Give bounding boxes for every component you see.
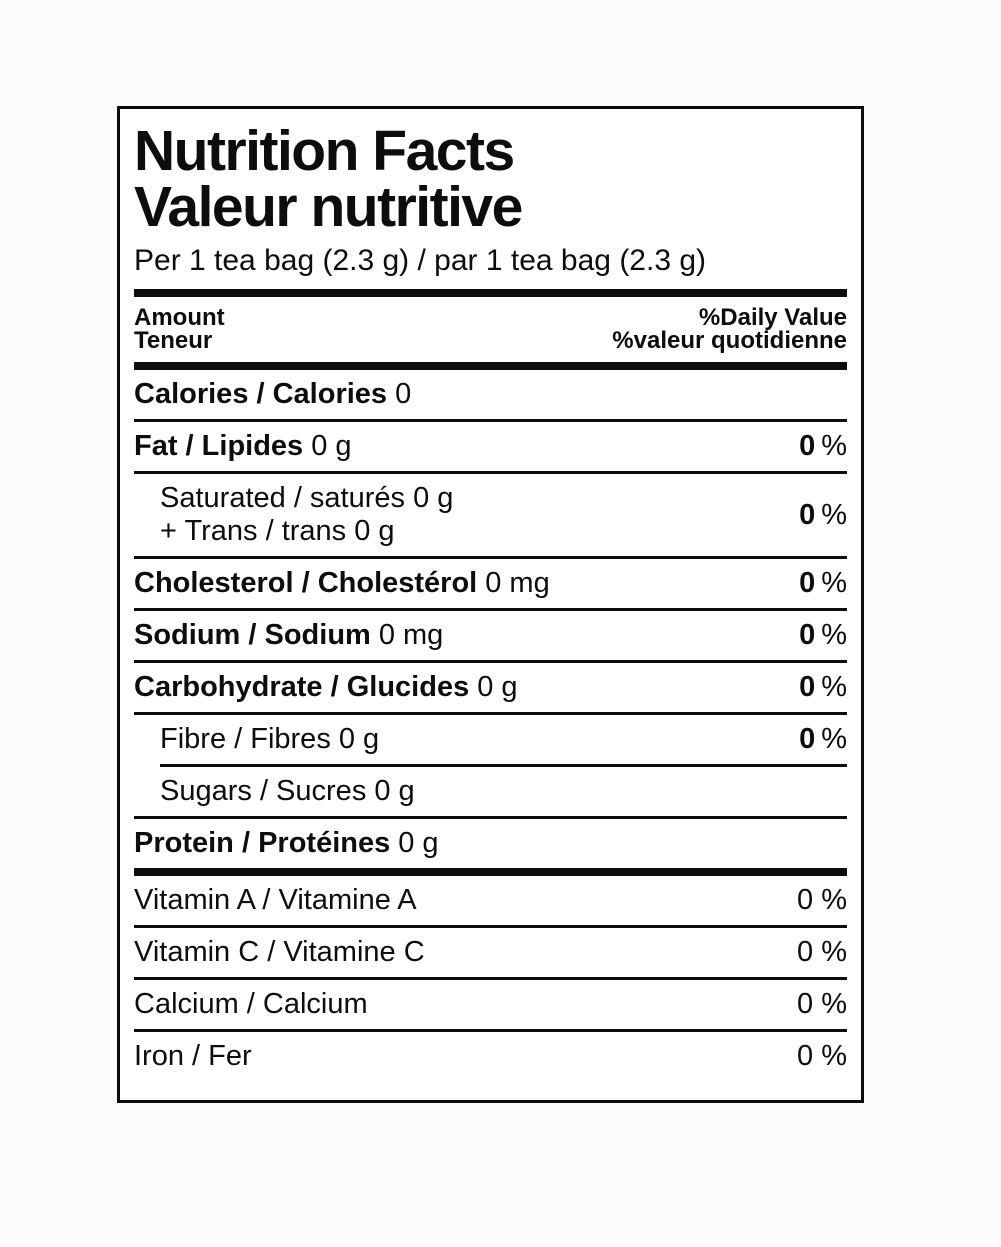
daily-value: 0%: [799, 671, 847, 703]
row-iron: Iron / Fer 0 %: [134, 1032, 847, 1093]
nutrient-name: Fibre / Fibres 0 g: [160, 723, 380, 755]
daily-value: 0%: [799, 723, 847, 755]
nutrient-name: Saturated / saturés 0 g + Trans / trans …: [134, 482, 453, 548]
amount-label-fr: Teneur: [134, 327, 213, 354]
row-calcium: Calcium / Calcium 0 %: [134, 980, 847, 1032]
row-cholesterol: Cholesterol / Cholestérol 0 mg 0%: [134, 559, 847, 611]
row-carbohydrate: Carbohydrate / Glucides 0 g 0%: [134, 663, 847, 715]
row-protein: Protein / Protéines 0 g: [134, 819, 847, 876]
amount-label-en: Amount: [134, 304, 225, 331]
daily-value: 0 %: [797, 936, 847, 968]
row-fibre: Fibre / Fibres 0 g 0%: [160, 715, 847, 767]
trans-line: + Trans / trans 0 g: [160, 515, 395, 547]
serving-size: Per 1 tea bag (2.3 g) / par 1 tea bag (2…: [134, 244, 707, 277]
label-title-en: Nutrition Facts: [134, 119, 515, 183]
row-fat: Fat / Lipides 0 g 0%: [134, 422, 847, 474]
daily-value: 0 %: [797, 1040, 847, 1072]
nutrient-name: Calories / Calories 0: [134, 378, 412, 410]
amount-dv-header: Amount Teneur %Daily Value %valeur quoti…: [134, 297, 847, 362]
nutrient-name: Sugars / Sucres 0 g: [160, 775, 415, 807]
thick-divider-top: [134, 289, 847, 297]
row-vitamin-a: Vitamin A / Vitamine A 0 %: [134, 876, 847, 928]
nutrition-facts-label: Nutrition Facts Valeur nutritive Per 1 t…: [117, 106, 864, 1103]
daily-value-label-en: %Daily Value: [698, 304, 847, 331]
nutrient-name: Protein / Protéines 0 g: [134, 827, 439, 859]
row-calories: Calories / Calories 0: [134, 370, 847, 422]
nutrient-name: Fat / Lipides 0 g: [134, 430, 352, 462]
nutrient-name: Calcium / Calcium: [134, 988, 368, 1020]
daily-value-label-fr: %valeur quotidienne: [612, 327, 847, 354]
daily-value: 0 %: [797, 884, 847, 916]
row-sodium: Sodium / Sodium 0 mg 0%: [134, 611, 847, 663]
row-sugars: Sugars / Sucres 0 g: [134, 767, 847, 819]
daily-value: 0%: [799, 430, 847, 462]
amount-header: Amount Teneur: [134, 304, 225, 354]
nutrient-name: Carbohydrate / Glucides 0 g: [134, 671, 518, 703]
daily-value: 0%: [799, 619, 847, 651]
row-saturated-trans: Saturated / saturés 0 g + Trans / trans …: [134, 474, 847, 559]
nutrient-name: Sodium / Sodium 0 mg: [134, 619, 444, 651]
daily-value: 0 %: [797, 988, 847, 1020]
nutrient-name: Cholesterol / Cholestérol 0 mg: [134, 567, 550, 599]
daily-value: 0%: [799, 498, 847, 531]
row-vitamin-c: Vitamin C / Vitamine C 0 %: [134, 928, 847, 980]
nutrient-name: Iron / Fer: [134, 1040, 252, 1072]
nutrient-name: Vitamin C / Vitamine C: [134, 936, 425, 968]
thick-divider-header: [134, 362, 847, 370]
daily-value: 0%: [799, 567, 847, 599]
saturated-line: Saturated / saturés 0 g: [160, 482, 454, 514]
daily-value-header: %Daily Value %valeur quotidienne: [612, 304, 847, 354]
nutrient-name: Vitamin A / Vitamine A: [134, 884, 417, 916]
label-title-fr: Valeur nutritive: [134, 175, 523, 239]
